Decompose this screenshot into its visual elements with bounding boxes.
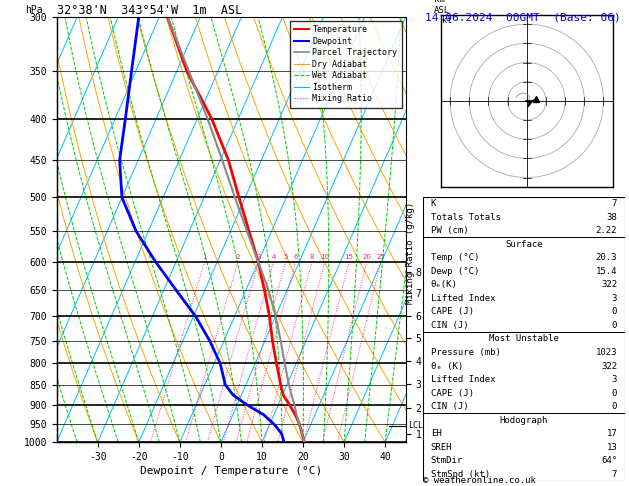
Text: Lifted Index: Lifted Index: [431, 294, 495, 303]
Text: EH: EH: [431, 429, 442, 438]
Text: 1: 1: [203, 254, 207, 260]
Text: 322: 322: [601, 280, 617, 289]
Text: 5: 5: [284, 254, 288, 260]
Text: 17: 17: [606, 429, 617, 438]
Text: 3: 3: [256, 254, 260, 260]
Text: 15.4: 15.4: [596, 267, 617, 276]
Text: 38: 38: [606, 213, 617, 222]
Text: Dewp (°C): Dewp (°C): [431, 267, 479, 276]
Text: CIN (J): CIN (J): [431, 402, 469, 411]
Text: θₑ(K): θₑ(K): [431, 280, 458, 289]
Text: 0: 0: [612, 308, 617, 316]
Text: 3: 3: [612, 294, 617, 303]
Text: 2: 2: [236, 254, 240, 260]
Text: Hodograph: Hodograph: [500, 416, 548, 425]
Text: © weatheronline.co.uk: © weatheronline.co.uk: [423, 475, 535, 485]
Legend: Temperature, Dewpoint, Parcel Trajectory, Dry Adiabat, Wet Adiabat, Isotherm, Mi: Temperature, Dewpoint, Parcel Trajectory…: [290, 21, 401, 107]
Text: Most Unstable: Most Unstable: [489, 334, 559, 344]
Text: CAPE (J): CAPE (J): [431, 308, 474, 316]
Text: 0: 0: [612, 389, 617, 398]
Text: 15: 15: [345, 254, 353, 260]
Text: 25: 25: [377, 254, 386, 260]
Text: 0: 0: [612, 402, 617, 411]
Text: km
ASL: km ASL: [433, 0, 450, 15]
Text: 6: 6: [294, 254, 298, 260]
Bar: [423, 332, 625, 414]
Text: Mixing Ratio (g/kg): Mixing Ratio (g/kg): [406, 202, 415, 304]
Text: StmSpd (kt): StmSpd (kt): [431, 470, 490, 479]
Text: SREH: SREH: [431, 443, 452, 452]
Text: 4: 4: [271, 254, 276, 260]
Text: 2.22: 2.22: [596, 226, 617, 235]
Text: 20.3: 20.3: [596, 253, 617, 262]
Text: CAPE (J): CAPE (J): [431, 389, 474, 398]
Text: 322: 322: [601, 362, 617, 370]
Text: CIN (J): CIN (J): [431, 321, 469, 330]
Text: 7: 7: [612, 199, 617, 208]
Text: 14.06.2024  00GMT  (Base: 06): 14.06.2024 00GMT (Base: 06): [425, 12, 620, 22]
Text: LCL: LCL: [408, 421, 423, 431]
Text: kt: kt: [442, 17, 452, 25]
Text: 1023: 1023: [596, 348, 617, 357]
Text: Lifted Index: Lifted Index: [431, 375, 495, 384]
Text: PW (cm): PW (cm): [431, 226, 469, 235]
Bar: [423, 414, 625, 481]
Text: Surface: Surface: [505, 240, 543, 249]
Text: 7: 7: [612, 470, 617, 479]
Text: Pressure (mb): Pressure (mb): [431, 348, 501, 357]
Text: 64°: 64°: [601, 456, 617, 465]
Text: 0: 0: [612, 321, 617, 330]
Text: 3: 3: [612, 375, 617, 384]
Text: 20: 20: [362, 254, 371, 260]
Text: 13: 13: [606, 443, 617, 452]
X-axis label: Dewpoint / Temperature (°C): Dewpoint / Temperature (°C): [140, 466, 322, 476]
Text: StmDir: StmDir: [431, 456, 463, 465]
Text: Temp (°C): Temp (°C): [431, 253, 479, 262]
Text: Totals Totals: Totals Totals: [431, 213, 501, 222]
Text: K: K: [431, 199, 436, 208]
Bar: [423, 238, 625, 332]
Bar: [423, 197, 625, 238]
Text: hPa: hPa: [25, 5, 43, 15]
Text: 10: 10: [320, 254, 330, 260]
Text: θₑ (K): θₑ (K): [431, 362, 463, 370]
Text: 8: 8: [309, 254, 314, 260]
Text: 32°38'N  343°54'W  1m  ASL: 32°38'N 343°54'W 1m ASL: [57, 4, 242, 17]
